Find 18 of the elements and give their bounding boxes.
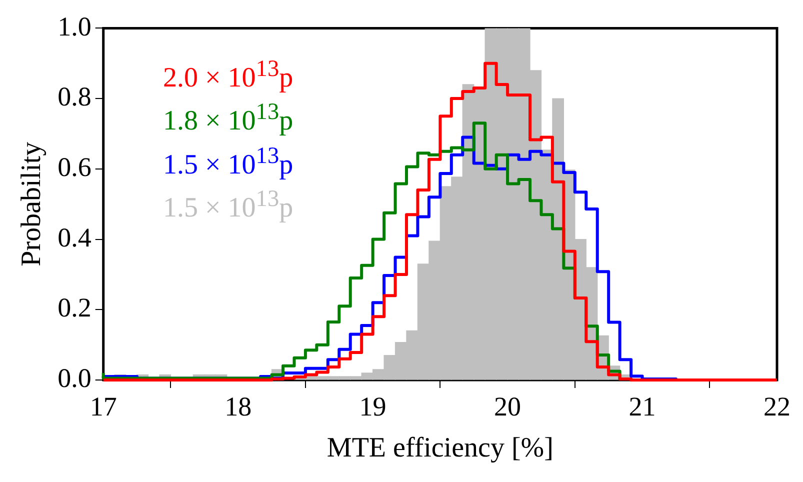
x-tick-label: 19 bbox=[359, 391, 386, 422]
x-tick-label: 22 bbox=[764, 391, 790, 422]
x-tick-label: 20 bbox=[494, 391, 522, 422]
y-tick-label: 0.4 bbox=[58, 222, 92, 252]
x-tick-label: 17 bbox=[90, 391, 117, 422]
y-tick-label: 1.0 bbox=[58, 11, 92, 42]
x-tick-label: 21 bbox=[628, 391, 656, 422]
x-axis-title: MTE efficiency [%] bbox=[326, 432, 554, 464]
text: 1.5 × 10$^{13}$p bbox=[163, 142, 294, 182]
text: 2.0 × 10$^{13}$p bbox=[163, 55, 294, 96]
y-tick-label: 0.6 bbox=[58, 152, 92, 182]
text: 1.5 × 10$^{13}$p bbox=[163, 184, 294, 226]
text: 1.8 × 10$^{13}$p bbox=[163, 98, 294, 139]
x-tick-label: 18 bbox=[224, 391, 252, 422]
y-axis-title: Probability bbox=[16, 142, 48, 266]
y-tick-label: 0.2 bbox=[58, 292, 92, 323]
y-tick-label: 0.0 bbox=[58, 363, 92, 394]
y-tick-label: 0.8 bbox=[58, 82, 92, 112]
